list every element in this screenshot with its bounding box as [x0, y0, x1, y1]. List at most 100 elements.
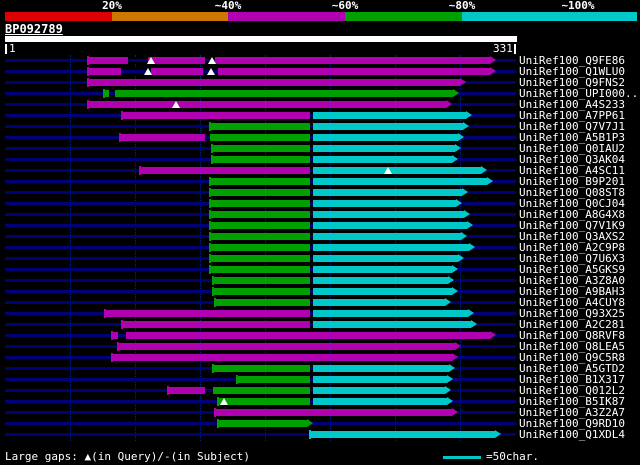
alignment-bar-cyan[interactable] [313, 244, 469, 251]
alignment-bar-green[interactable] [218, 420, 307, 427]
alignment-bar-cyan[interactable] [313, 376, 447, 383]
alignment-bar-cyan[interactable] [313, 189, 462, 196]
row-label[interactable]: UniRef100_Q7V7J1 [519, 120, 625, 133]
row-label[interactable]: UniRef100_Q1WLU0 [519, 65, 625, 78]
alignment-bar-magenta[interactable] [112, 354, 452, 361]
alignment-bar-green[interactable] [210, 123, 310, 130]
alignment-bar-green[interactable] [210, 255, 310, 262]
alignment-bar-green[interactable] [210, 222, 310, 229]
alignment-bar-magenta[interactable] [122, 112, 310, 119]
alignment-bar-green[interactable] [210, 233, 310, 240]
row-label[interactable]: UniRef100_Q3AXS2 [519, 230, 625, 243]
alignment-bar-green[interactable] [213, 277, 310, 284]
row-label[interactable]: UniRef100_B1X317 [519, 373, 625, 386]
row-label[interactable]: UniRef100_A8G4X8 [519, 208, 625, 221]
row-label[interactable]: UniRef100_Q8RVF8 [519, 329, 625, 342]
row-label[interactable]: UniRef100_Q9FNS2 [519, 76, 625, 89]
row-label[interactable]: UniRef100_Q9RD10 [519, 417, 625, 430]
alignment-bar-green[interactable] [210, 200, 310, 207]
row-label[interactable]: UniRef100_A5GTD2 [519, 362, 625, 375]
alignment-bar-cyan[interactable] [313, 167, 481, 174]
alignment-bar-cyan[interactable] [313, 398, 447, 405]
alignment-bar-cyan[interactable] [313, 145, 455, 152]
alignment-bar-green[interactable] [237, 376, 310, 383]
alignment-bar-green[interactable] [210, 211, 310, 218]
alignment-bar-cyan[interactable] [313, 288, 452, 295]
alignment-bar-cyan[interactable] [313, 123, 463, 130]
alignment-bar-green[interactable] [218, 398, 310, 405]
row-label[interactable]: UniRef100_A9BAH3 [519, 285, 625, 298]
alignment-bar-cyan[interactable] [313, 255, 458, 262]
row-label[interactable]: UniRef100_B9P201 [519, 175, 625, 188]
row-label[interactable]: UniRef100_Q9FE86 [519, 54, 625, 67]
alignment-bar-green[interactable] [212, 145, 310, 152]
row-label[interactable]: UniRef100_A2C281 [519, 318, 625, 331]
row-label[interactable]: UniRef100_Q9C5R8 [519, 351, 625, 364]
alignment-bar-cyan[interactable] [313, 310, 468, 317]
alignment-bar-cyan[interactable] [310, 431, 495, 438]
alignment-bar-magenta[interactable] [120, 134, 205, 141]
scale-label: 20% [102, 0, 122, 12]
alignment-bar-cyan[interactable] [313, 277, 448, 284]
alignment-bar-cyan[interactable] [313, 222, 467, 229]
row-label[interactable]: UniRef100_A3Z2A7 [519, 406, 625, 419]
row-label[interactable]: UniRef100_B5IK87 [519, 395, 625, 408]
row-label[interactable]: UniRef100_Q0IAU2 [519, 142, 625, 155]
alignment-bar-magenta[interactable] [168, 387, 205, 394]
alignment-bar-magenta[interactable] [215, 409, 452, 416]
alignment-bar-green[interactable] [104, 90, 453, 97]
alignment-bar-cyan[interactable] [313, 266, 452, 273]
alignment-bar-cyan[interactable] [313, 299, 445, 306]
alignment-bar-green[interactable] [213, 387, 310, 394]
row-label[interactable]: UniRef100_Q93X25 [519, 307, 625, 320]
alignment-bar-magenta[interactable] [88, 79, 460, 86]
alignment-bar-cyan[interactable] [313, 112, 466, 119]
row-label[interactable]: UniRef100_A2C9P8 [519, 241, 625, 254]
alignment-bar-green[interactable] [212, 156, 310, 163]
alignment-bar-cyan[interactable] [313, 365, 449, 372]
row-label[interactable]: UniRef100_A5B1P3 [519, 131, 625, 144]
query-name[interactable]: BP092789 [5, 22, 63, 36]
alignment-bar-cyan[interactable] [313, 387, 445, 394]
row-label[interactable]: UniRef100_A5GKS9 [519, 263, 625, 276]
alignment-bar-green[interactable] [215, 299, 310, 306]
alignment-bar-cyan[interactable] [313, 233, 461, 240]
alignment-bar-green[interactable] [210, 189, 310, 196]
alignment-bar-green[interactable] [213, 288, 310, 295]
alignment-bar-magenta[interactable] [105, 310, 310, 317]
row-label[interactable]: UniRef100_Q7U6X3 [519, 252, 625, 265]
alignment-bar-cyan[interactable] [313, 156, 452, 163]
alignment-bar-green[interactable] [210, 134, 310, 141]
row-label[interactable]: UniRef100_A4S233 [519, 98, 625, 111]
row-label[interactable]: UniRef100_Q3AK04 [519, 153, 625, 166]
bar-arrowhead-icon [469, 243, 475, 251]
row-label[interactable]: UniRef100_A3Z8A0 [519, 274, 625, 287]
alignment-bar-magenta[interactable] [88, 101, 446, 108]
row-label[interactable]: UniRef100_A7PP61 [519, 109, 625, 122]
row-label[interactable]: UniRef100_A4CUY8 [519, 296, 625, 309]
alignment-bar-cyan[interactable] [313, 211, 464, 218]
alignment-bar-cyan[interactable] [313, 178, 487, 185]
alignment-bar-cyan[interactable] [313, 134, 458, 141]
alignment-bar-cyan[interactable] [313, 200, 456, 207]
alignment-bar-cyan[interactable] [313, 321, 471, 328]
alignment-bar-magenta[interactable] [140, 167, 310, 174]
alignment-bar-green[interactable] [213, 365, 310, 372]
row-label[interactable]: UniRef100_Q8LEA5 [519, 340, 625, 353]
row-label[interactable]: UniRef100_Q0CJ04 [519, 197, 625, 210]
row-label[interactable]: UniRef100_Q012L2 [519, 384, 625, 397]
row-label[interactable]: UniRef100_A4SC11 [519, 164, 625, 177]
row-label[interactable]: UniRef100_Q7V1K9 [519, 219, 625, 232]
alignment-bar-green[interactable] [210, 178, 310, 185]
bar-start-tick [209, 254, 211, 263]
row-label[interactable]: UniRef100_UPI000.. [519, 87, 639, 100]
alignment-bar-magenta[interactable] [88, 57, 490, 64]
alignment-bar-magenta[interactable] [88, 68, 490, 75]
row-label[interactable]: UniRef100_Q08ST8 [519, 186, 625, 199]
alignment-bar-green[interactable] [210, 266, 310, 273]
alignment-bar-green[interactable] [210, 244, 310, 251]
alignment-bar-magenta[interactable] [118, 343, 455, 350]
alignment-bar-magenta[interactable] [112, 332, 490, 339]
alignment-bar-magenta[interactable] [122, 321, 310, 328]
row-label[interactable]: UniRef100_Q1XDL4 [519, 428, 625, 441]
